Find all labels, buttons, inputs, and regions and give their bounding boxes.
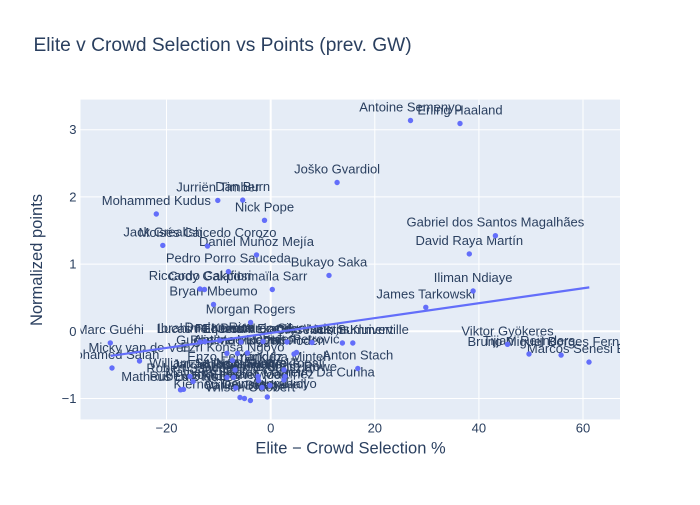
svg-text:Elite v Crowd Selection vs Poi: Elite v Crowd Selection vs Points (prev.… <box>34 35 412 56</box>
svg-text:David Raya Martín: David Raya Martín <box>415 233 523 248</box>
svg-text:Jurriën Timber: Jurriën Timber <box>176 179 260 194</box>
svg-text:Emile Smith Rowe: Emile Smith Rowe <box>231 359 337 374</box>
svg-text:Micky van de Ven: Micky van de Ven <box>89 340 191 355</box>
svg-text:Matheus Luiz Nunes: Matheus Luiz Nunes <box>121 369 240 384</box>
svg-text:Rúben Dias: Rúben Dias <box>150 368 218 383</box>
svg-text:Declan Rice: Declan Rice <box>185 320 255 335</box>
svg-text:Bart Verbruggen: Bart Verbruggen <box>190 333 285 348</box>
svg-text:Daniel Muñoz Mejía: Daniel Muñoz Mejía <box>199 234 315 249</box>
svg-text:Antonee Robinson: Antonee Robinson <box>194 332 301 347</box>
svg-text:Jarrod Bowen: Jarrod Bowen <box>193 357 273 372</box>
svg-text:Enzo Fernández: Enzo Fernández <box>187 349 282 364</box>
svg-text:Cody Gakpo: Cody Gakpo <box>168 269 240 284</box>
svg-text:James Tarkowski: James Tarkowski <box>376 286 475 301</box>
svg-text:Carlos Baleba: Carlos Baleba <box>204 378 286 393</box>
svg-text:Bukayo Saka: Bukayo Saka <box>291 254 368 269</box>
svg-text:Pedro Porro Sauceda: Pedro Porro Sauceda <box>166 251 292 266</box>
svg-text:Jack Grealish: Jack Grealish <box>123 224 202 239</box>
svg-text:Marcos Senesi Barón: Marcos Senesi Barón <box>527 341 651 356</box>
svg-text:−1: −1 <box>62 391 77 406</box>
svg-text:60: 60 <box>576 420 590 435</box>
svg-text:Alexander Isak: Alexander Isak <box>244 321 330 336</box>
svg-text:Wilson Odobert: Wilson Odobert <box>206 380 296 395</box>
svg-text:Dominik Szoboszlai: Dominik Szoboszlai <box>202 360 316 375</box>
svg-text:Antoine Semenyo: Antoine Semenyo <box>359 100 462 115</box>
svg-text:Nick Pope: Nick Pope <box>235 199 294 214</box>
svg-text:1: 1 <box>69 257 76 272</box>
svg-text:William Saliba: William Saliba <box>149 356 231 371</box>
svg-text:Kiernan Dewsbury-Hall: Kiernan Dewsbury-Hall <box>174 377 307 392</box>
svg-text:Robert Sánchez: Robert Sánchez <box>146 361 239 376</box>
svg-text:−20: −20 <box>155 420 177 435</box>
svg-text:Dan Burn: Dan Burn <box>215 179 270 194</box>
svg-text:Lucas Paquetá: Lucas Paquetá <box>157 321 245 336</box>
svg-text:Gabriel dos Santos Magalhães: Gabriel dos Santos Magalhães <box>407 215 585 230</box>
svg-text:Yankuba Minteh: Yankuba Minteh <box>238 349 331 364</box>
svg-text:Matheus Santos Carneiro Da Cun: Matheus Santos Carneiro Da Cunha <box>165 364 375 379</box>
svg-text:Eberechi Eze: Eberechi Eze <box>202 321 279 336</box>
svg-text:20: 20 <box>368 420 382 435</box>
svg-text:Marc Guéhi: Marc Guéhi <box>77 322 144 337</box>
svg-text:2: 2 <box>69 189 76 204</box>
svg-text:Normalized points: Normalized points <box>28 194 46 326</box>
svg-text:Ismaïla Sarr: Ismaïla Sarr <box>237 269 308 284</box>
svg-text:3: 3 <box>69 122 76 137</box>
svg-text:Morgan Rogers: Morgan Rogers <box>206 301 296 316</box>
svg-text:Phil Foden: Phil Foden <box>263 333 325 348</box>
svg-text:40: 40 <box>472 420 486 435</box>
svg-text:0: 0 <box>267 420 274 435</box>
svg-text:Elite − Crowd Selection %: Elite − Crowd Selection % <box>255 440 446 458</box>
svg-text:Ibrahima Konaté: Ibrahima Konaté <box>157 321 252 336</box>
svg-text:Noni Madueke: Noni Madueke <box>216 356 300 371</box>
svg-text:Tosin Adarabioyo: Tosin Adarabioyo <box>218 376 317 391</box>
svg-text:Jack Hinshelwood: Jack Hinshelwood <box>183 367 288 382</box>
svg-text:Jarrad Branthwaite: Jarrad Branthwaite <box>172 357 281 372</box>
svg-text:Viktor Gyökeres: Viktor Gyökeres <box>461 323 554 338</box>
svg-text:Mohammed Kudus: Mohammed Kudus <box>102 193 212 208</box>
svg-text:Iliman Ndiaye: Iliman Ndiaye <box>434 270 513 285</box>
svg-text:0: 0 <box>69 324 76 339</box>
svg-text:Erling Haaland: Erling Haaland <box>417 103 502 118</box>
svg-text:Bryan Mbeumo: Bryan Mbeumo <box>169 284 257 299</box>
svg-text:Moisés Caicedo Corozo: Moisés Caicedo Corozo <box>138 225 276 240</box>
svg-text:Sandro Tonali: Sandro Tonali <box>245 356 324 371</box>
svg-text:Đorđe Petrović: Đorđe Petrović <box>254 332 340 347</box>
svg-text:Justin Kluivert: Justin Kluivert <box>312 322 393 337</box>
svg-text:Crysencio Summerville: Crysencio Summerville <box>276 322 409 337</box>
svg-text:Joško Gvardiol: Joško Gvardiol <box>294 162 380 177</box>
svg-text:Anton Stach: Anton Stach <box>322 348 393 363</box>
